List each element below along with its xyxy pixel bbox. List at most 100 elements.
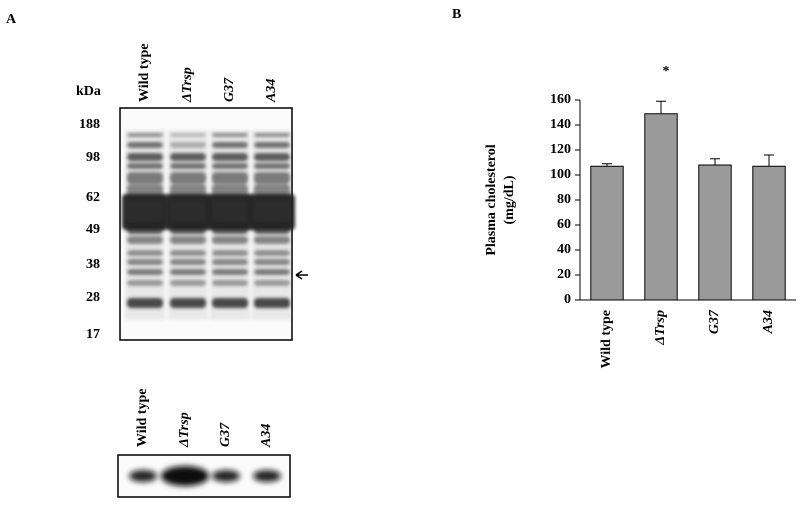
error-bar (602, 163, 612, 167)
marker-label: 188 (79, 117, 100, 132)
marker-label: 49 (86, 222, 100, 237)
arrow (295, 270, 308, 280)
gel-band (127, 236, 163, 244)
gel-band (170, 250, 206, 256)
lane-label: G37 (222, 77, 237, 102)
lane-label: ΔTrsp (180, 67, 195, 103)
gel-band (170, 153, 206, 161)
gel-band (249, 194, 295, 230)
bar (752, 165, 786, 301)
gel-band (127, 163, 163, 169)
gel-band (212, 259, 248, 265)
gel-band (165, 194, 211, 230)
bar (698, 164, 732, 301)
y-axis-label: Plasma cholesterol (484, 144, 499, 255)
marker-label: 62 (86, 190, 100, 205)
gel (122, 130, 295, 320)
gel-band (212, 142, 248, 148)
gel-band (254, 142, 290, 148)
gel-band (212, 280, 248, 286)
y-tick-label: 60 (557, 217, 571, 232)
gel-band (254, 163, 290, 169)
error-bar (764, 154, 774, 167)
marker-label: 38 (86, 257, 100, 272)
gel-band (212, 269, 248, 275)
gel-band (254, 133, 290, 137)
gel-band (127, 250, 163, 256)
gel-band (127, 222, 163, 234)
gel-band (254, 269, 290, 275)
error-bar (656, 100, 666, 114)
gel-band (170, 172, 206, 184)
gel-band (212, 298, 248, 308)
y-tick-label: 40 (557, 242, 571, 257)
lane-label: Wild type (137, 44, 152, 102)
gel-band (127, 298, 163, 308)
gel-band (170, 222, 206, 234)
blot-band (161, 466, 209, 486)
gel-band (254, 259, 290, 265)
gel-band (127, 153, 163, 161)
gel-band (127, 172, 163, 184)
panel-label: B (452, 7, 461, 22)
marker-label: 98 (86, 150, 100, 165)
bar (644, 113, 678, 301)
gel-band (207, 194, 253, 230)
blot-band (253, 470, 281, 482)
x-tick-label: Wild type (599, 310, 614, 368)
gel-band (127, 269, 163, 275)
lane-label: A34 (259, 424, 274, 448)
gel-band (254, 236, 290, 244)
blot-band (129, 470, 157, 482)
lane-label: A34 (264, 79, 279, 103)
gel-band (170, 259, 206, 265)
gel-band (170, 298, 206, 308)
bar (590, 165, 624, 301)
y-tick-label: 80 (557, 192, 571, 207)
gel-band (254, 153, 290, 161)
panel-label: A (6, 12, 17, 27)
y-tick-label: 120 (550, 142, 571, 157)
gel-band (170, 142, 206, 148)
gel-band (254, 172, 290, 184)
gel-band (254, 250, 290, 256)
y-tick-label: 20 (557, 267, 571, 282)
gel-band (254, 280, 290, 286)
gel-band (212, 153, 248, 161)
gel-band (212, 133, 248, 137)
gel-band (170, 163, 206, 169)
gel-band (127, 142, 163, 148)
error-bar (710, 158, 720, 165)
gel-band (122, 194, 168, 230)
marker-unit: kDa (76, 84, 101, 99)
blot-band (212, 470, 240, 482)
y-tick-label: 0 (564, 292, 571, 307)
marker-label: 28 (86, 290, 100, 305)
x-tick-label: A34 (761, 310, 776, 334)
gel-band (127, 280, 163, 286)
marker-label: 17 (86, 327, 100, 342)
gel-band (212, 236, 248, 244)
gel-band (127, 259, 163, 265)
gel-band (212, 172, 248, 184)
y-tick-label: 160 (550, 92, 571, 107)
gel-band (212, 222, 248, 234)
x-tick-label: G37 (707, 309, 722, 334)
gel-band (254, 222, 290, 234)
y-tick-label: 140 (550, 117, 571, 132)
significance-mark: * (663, 64, 670, 79)
y-axis-label: (mg/dL) (502, 175, 517, 224)
gel-band (170, 236, 206, 244)
blot (129, 466, 281, 486)
lane-label: Wild type (135, 389, 150, 447)
gel-band (170, 133, 206, 137)
gel-band (170, 269, 206, 275)
lane-label: ΔTrsp (177, 412, 192, 448)
lane-label: G37 (218, 422, 233, 447)
gel-band (212, 250, 248, 256)
y-tick-label: 100 (550, 167, 571, 182)
gel-band (254, 298, 290, 308)
gel-band (212, 163, 248, 169)
gel-band (127, 133, 163, 137)
